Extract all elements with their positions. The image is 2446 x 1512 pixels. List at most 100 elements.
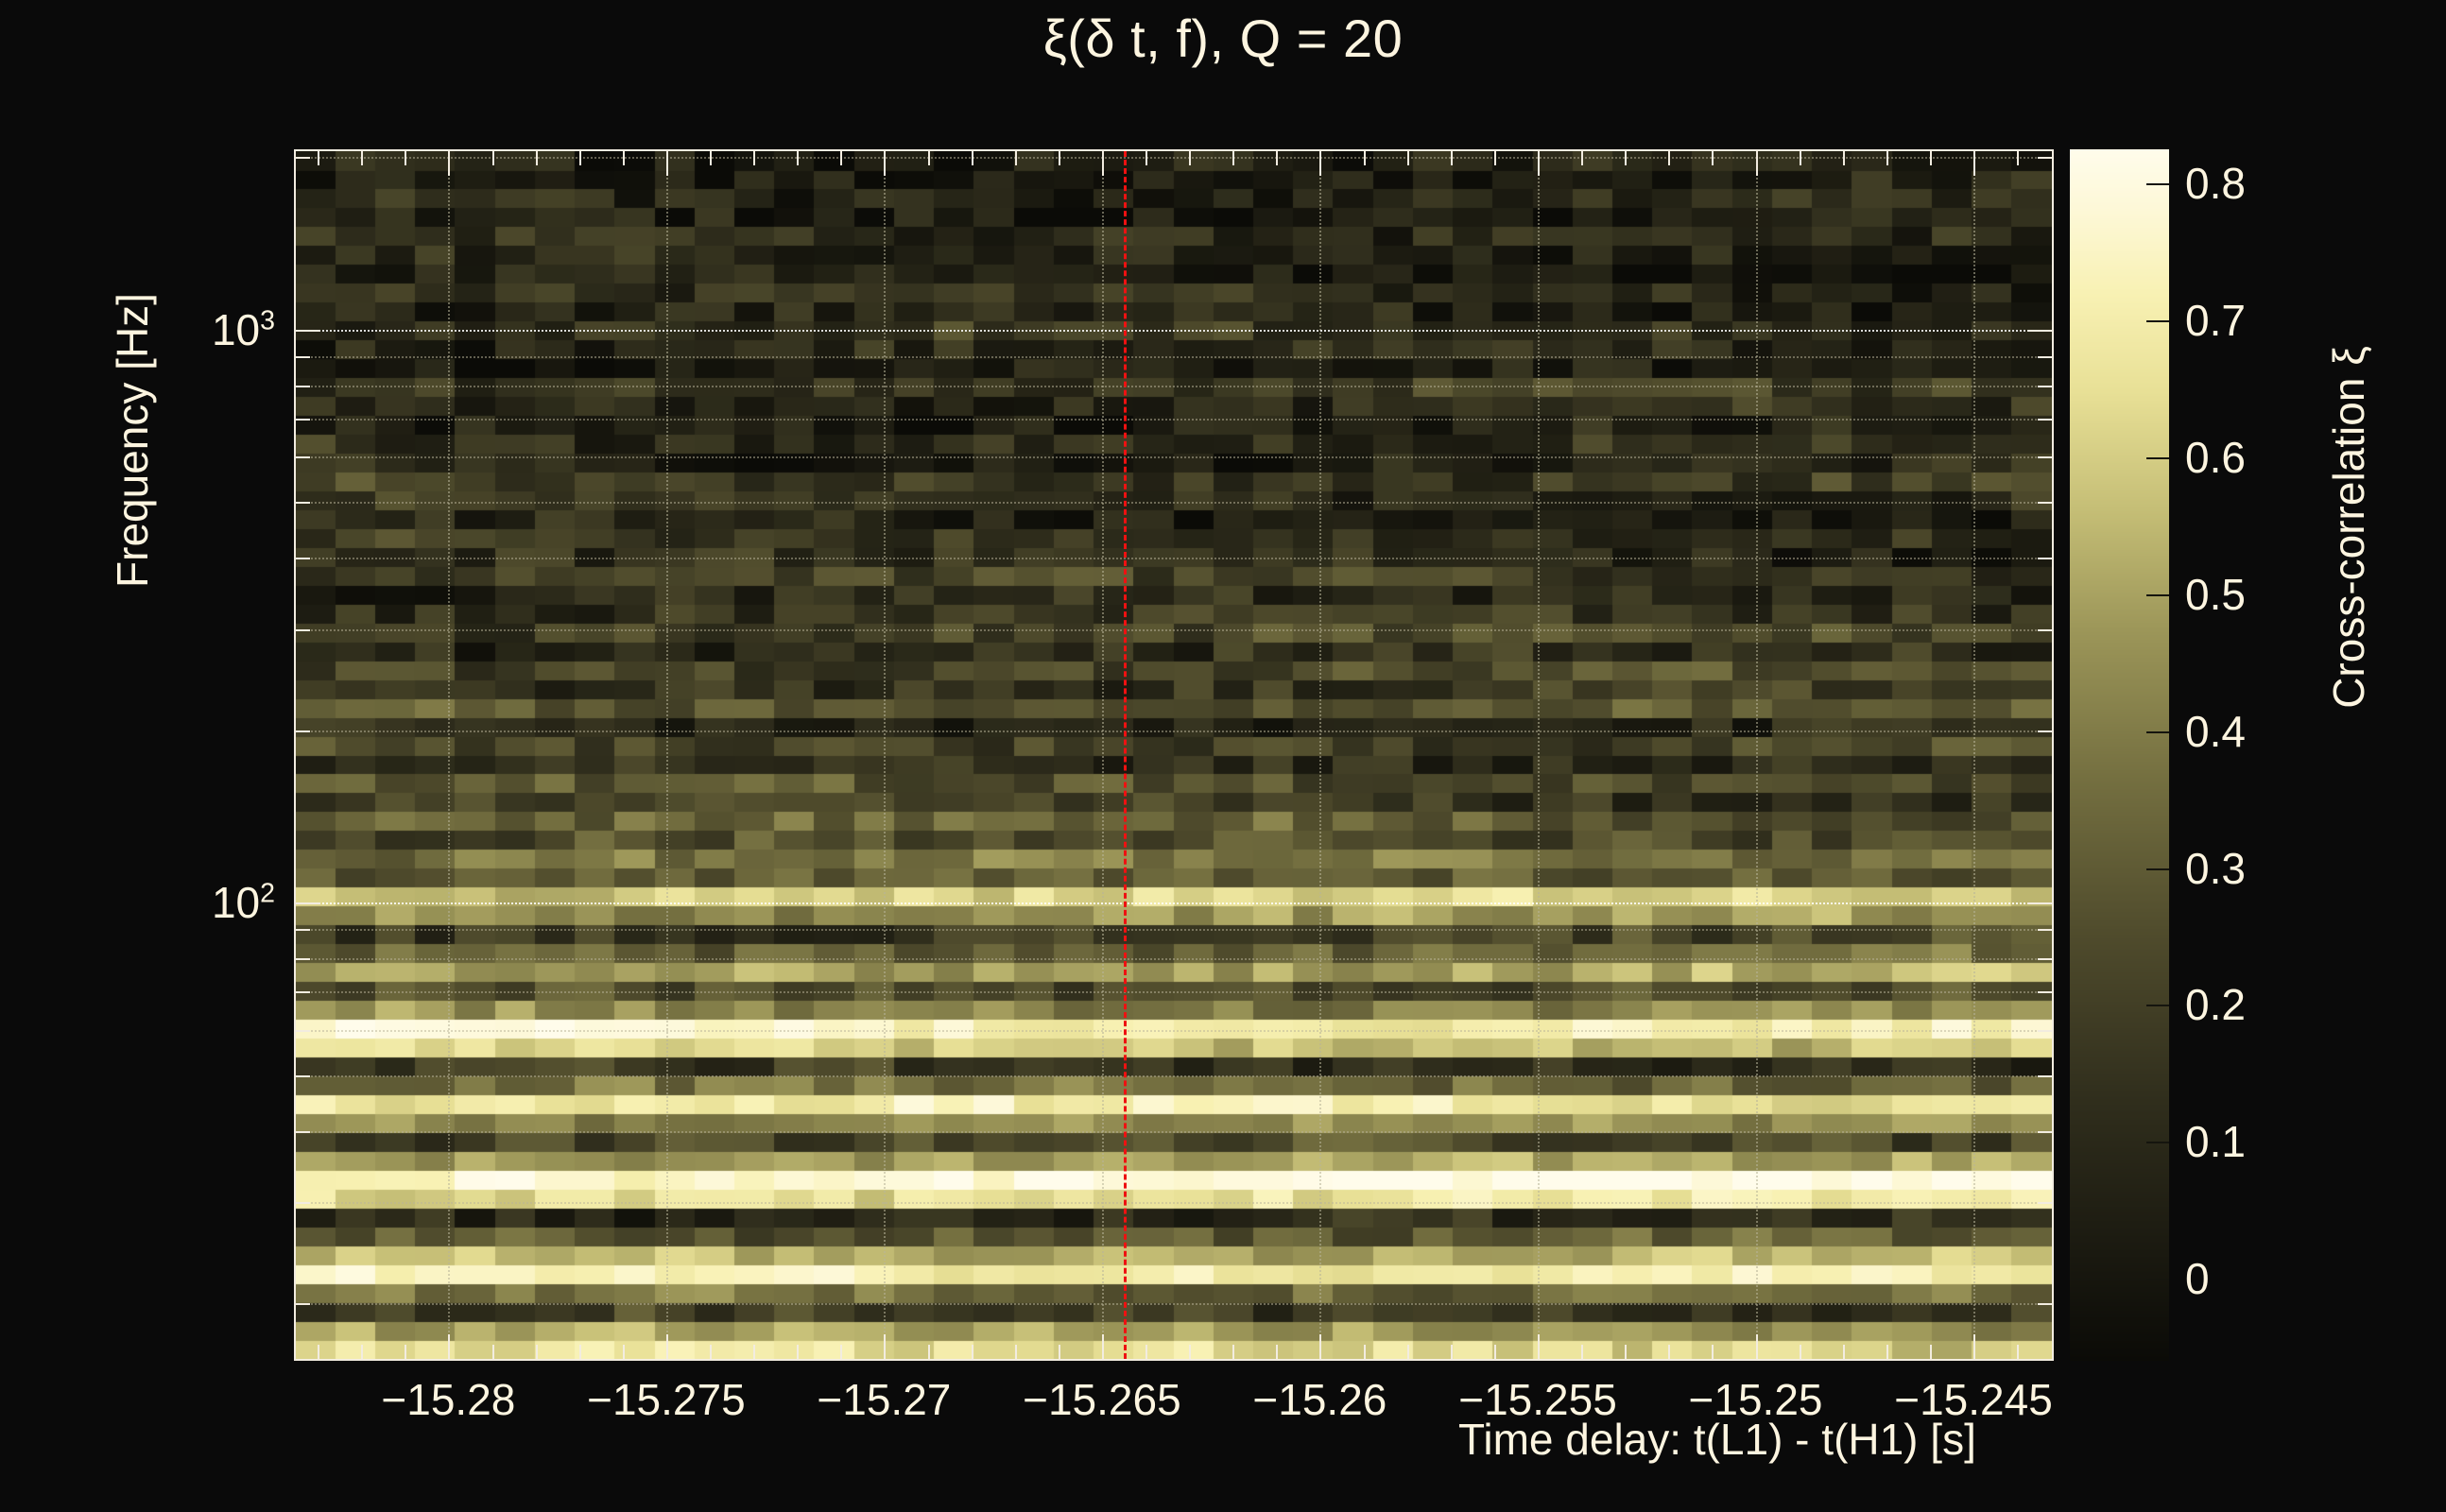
x-axis-title: Time delay: t(L1) - t(H1) [s] [1458,1415,1976,1464]
y-axis-tick-label: 103 [143,304,275,355]
colorbar-tick-label: 0.6 [2185,432,2246,482]
x-axis-tick-label: −15.255 [1458,1375,1617,1424]
x-axis-minor-tick [622,1345,625,1359]
y-axis-minor-tick [296,1074,310,1077]
colorbar-tick-label: 0.2 [2185,980,2246,1030]
x-axis-minor-tick [797,1345,800,1359]
x-axis-minor-tick-top [1363,151,1366,165]
y-axis-minor-tick-right [2038,355,2052,358]
x-axis-minor-tick-top [318,151,320,165]
colorbar-tick [2146,456,2169,459]
x-axis-major-tick [665,1334,668,1359]
x-axis-minor-tick [1014,1345,1017,1359]
x-axis-minor-tick-top [1450,151,1453,165]
x-axis-minor-tick-top [1712,151,1714,165]
colorbar-gradient [2070,149,2169,1361]
y-axis-minor-tick [296,355,310,358]
x-axis-minor-tick-top [1493,151,1496,165]
y-axis-minor-tick-right [2038,456,2052,459]
x-axis-tick-label: −15.265 [1023,1375,1181,1424]
x-axis-minor-tick [535,1345,538,1359]
x-axis-minor-tick-top [1625,151,1628,165]
colorbar-tick [2146,1279,2169,1281]
y-axis-minor-tick-right [2038,958,2052,961]
x-axis-minor-tick-top [361,151,364,165]
y-axis-title-container: Frequency [Hz] [104,149,161,1361]
x-axis-minor-tick-top [1014,151,1017,165]
x-axis-minor-tick [1842,1345,1845,1359]
x-axis-minor-tick-top [535,151,538,165]
x-axis-major-tick [1101,1334,1104,1359]
y-axis-minor-tick [296,628,310,631]
colorbar-tick-label: 0.7 [2185,296,2246,346]
x-axis-tick-label: −15.275 [587,1375,746,1424]
y-axis-minor-tick-right [2038,1074,2052,1077]
y-axis-minor-tick [296,1130,310,1133]
y-axis-minor-tick-right [2038,1130,2052,1133]
y-axis-title: Frequency [Hz] [108,292,157,588]
y-axis-minor-tick [296,157,310,160]
x-axis-minor-tick-top [1232,151,1235,165]
x-axis-minor-tick [753,1345,756,1359]
x-axis-major-tick-top [1755,151,1758,176]
y-axis-minor-tick-right [2038,502,2052,505]
x-axis-major-tick-top [1973,151,1975,176]
y-axis-minor-tick [296,502,310,505]
colorbar-tick [2146,730,2169,733]
colorbar-tick-label: 0.3 [2185,843,2246,893]
colorbar-tick-label: 0.4 [2185,706,2246,756]
y-axis-minor-tick-right [2038,730,2052,732]
colorbar-tick-label: 0.5 [2185,569,2246,619]
x-axis-minor-tick-top [1145,151,1147,165]
x-axis-minor-tick [578,1345,581,1359]
x-axis-minor-tick-top [1799,151,1801,165]
y-axis-minor-tick [296,385,310,387]
y-axis-minor-tick-right [2038,991,2052,994]
x-axis-minor-tick [840,1345,843,1359]
y-axis-major-tick-right [2027,902,2052,905]
x-axis-minor-tick [318,1345,320,1359]
x-axis-major-tick [1319,1334,1322,1359]
x-axis-minor-tick-top [1406,151,1409,165]
colorbar[interactable] [2070,149,2169,1361]
x-axis-minor-tick-top [840,151,843,165]
x-axis-minor-tick-top [1581,151,1584,165]
x-axis-minor-tick-top [405,151,407,165]
colorbar-title-container: Cross-correlation ξ [2320,149,2377,905]
y-axis-minor-tick [296,991,310,994]
x-axis-major-tick [448,1334,451,1359]
x-axis-minor-tick [1625,1345,1628,1359]
x-axis-minor-tick [927,1345,930,1359]
x-axis-minor-tick [491,1345,494,1359]
y-axis-minor-tick-right [2038,418,2052,421]
y-axis-minor-tick-right [2038,1029,2052,1032]
colorbar-tick [2146,1142,2169,1144]
x-axis-minor-tick-top [1189,151,1192,165]
x-axis-minor-tick-top [1058,151,1060,165]
colorbar-tick [2146,1005,2169,1007]
colorbar-title: Cross-correlation ξ [2324,346,2373,709]
y-axis-minor-tick-right [2038,385,2052,387]
x-axis-minor-tick [1145,1345,1147,1359]
colorbar-tick-label: 0.8 [2185,159,2246,209]
x-axis-major-tick-top [665,151,668,176]
x-axis-minor-tick [1799,1345,1801,1359]
y-axis-minor-tick [296,456,310,459]
page-title: ξ(δ t, f), Q = 20 [1042,9,1404,68]
y-axis-tick-label: 102 [143,877,275,928]
y-axis-minor-tick-right [2038,558,2052,560]
y-axis-minor-tick-right [2038,929,2052,932]
heatmap-image [296,151,2052,1359]
x-axis-minor-tick [1886,1345,1888,1359]
y-axis-minor-tick [296,730,310,732]
x-axis-major-tick [884,1334,887,1359]
y-axis-minor-tick [296,558,310,560]
x-axis-minor-tick [1712,1345,1714,1359]
x-axis-minor-tick-top [2017,151,2020,165]
y-axis-tick-mantissa: 10 [211,304,261,354]
spectrogram-plot-area[interactable] [294,149,2054,1361]
x-axis-minor-tick-top [578,151,581,165]
x-axis-minor-tick [1406,1345,1409,1359]
y-axis-minor-tick [296,958,310,961]
colorbar-tick [2146,868,2169,870]
